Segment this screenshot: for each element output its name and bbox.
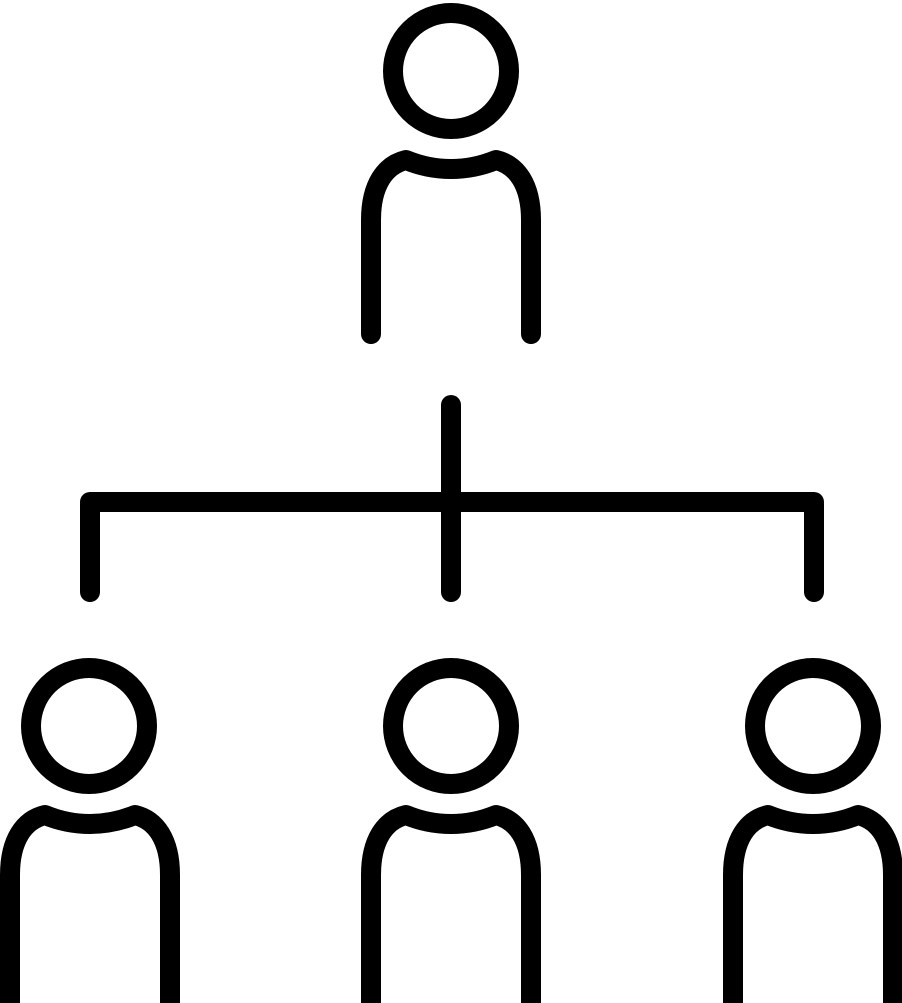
person-head-left bbox=[21, 658, 157, 794]
person-body-left bbox=[0, 805, 180, 1003]
person-body-middle bbox=[361, 805, 541, 1003]
person-icon-middle bbox=[361, 658, 541, 1003]
person-icon-left bbox=[0, 658, 180, 1003]
person-body-right bbox=[723, 805, 902, 1003]
person-head-top bbox=[383, 3, 519, 139]
person-head-middle bbox=[383, 658, 519, 794]
connector-bar bbox=[80, 492, 824, 602]
hierarchy-connector bbox=[80, 395, 824, 602]
person-body-top bbox=[361, 150, 541, 344]
person-icon-right bbox=[723, 658, 902, 1003]
person-head-right bbox=[745, 658, 881, 794]
person-icon-top bbox=[361, 3, 541, 344]
